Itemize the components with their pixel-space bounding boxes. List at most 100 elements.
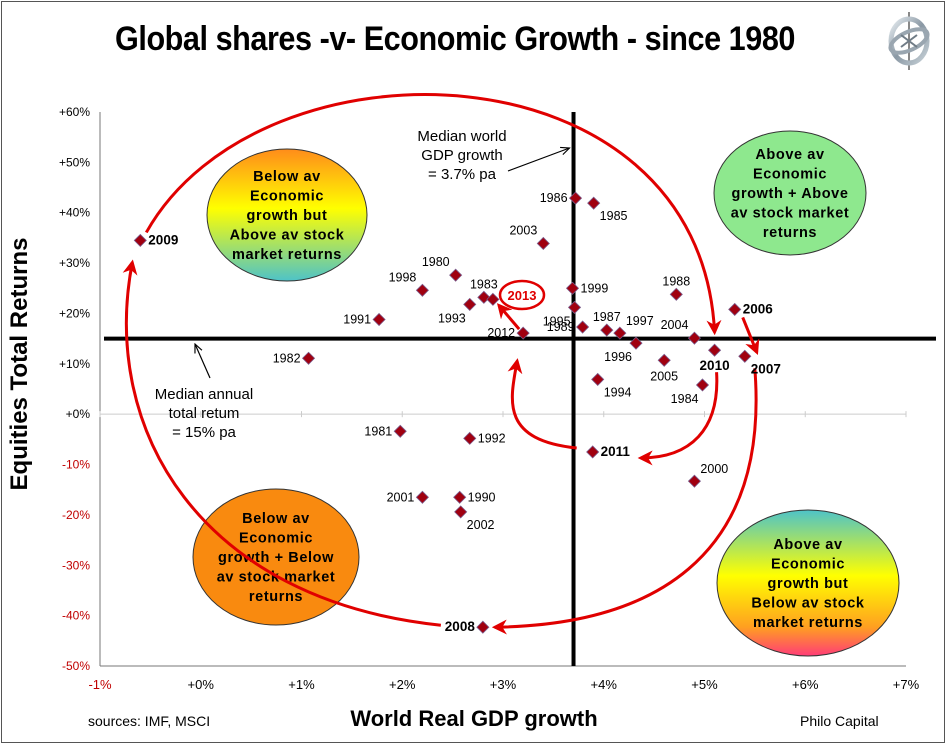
y-tick-label: +60%	[59, 105, 90, 119]
data-point-2013	[486, 292, 500, 306]
data-point-1999	[565, 281, 580, 295]
point-label-1981: 1981	[364, 424, 392, 438]
data-point-2004	[687, 331, 701, 345]
quadrant-bubble-text: Economic	[771, 557, 845, 573]
data-point-1986	[568, 191, 583, 205]
data-point-1988	[669, 287, 683, 301]
point-label-2008: 2008	[445, 619, 476, 634]
point-label-1986: 1986	[540, 191, 568, 205]
median-return-annotation-arrow	[195, 344, 211, 379]
sources-note: sources: IMF, MSCI	[88, 713, 211, 729]
gyroscope-logo-icon	[888, 12, 930, 70]
point-label-2010: 2010	[700, 358, 730, 373]
point-label-2007: 2007	[751, 361, 781, 376]
x-tick-label: +5%	[691, 677, 718, 692]
y-axis-label: Equities Total Returns	[6, 237, 33, 491]
data-point-2005	[657, 353, 671, 367]
annotation-median-return: Median annual	[155, 386, 253, 403]
highlight-circle-2013	[498, 279, 546, 311]
data-point-1992	[463, 431, 477, 445]
arrow-2009-to-2010	[144, 93, 722, 336]
quadrant-bubble-text: Below av stock	[751, 596, 864, 612]
point-label-1982: 1982	[273, 351, 301, 365]
quadrant-bubble-text: av stock market	[217, 570, 336, 586]
point-label-2012: 2012	[487, 326, 515, 340]
y-tick-label: +0%	[66, 407, 91, 421]
data-point-2009	[133, 233, 147, 247]
y-tick-label: +50%	[59, 155, 90, 169]
y-tick-label: +40%	[59, 206, 90, 220]
quadrant-bubble-text: Economic	[239, 531, 313, 547]
point-label-1983: 1983	[470, 277, 498, 291]
arrow-2010-to-2011	[637, 372, 719, 466]
y-tick-label: -40%	[62, 609, 90, 623]
x-tick-label: +4%	[591, 677, 618, 692]
quadrant-bubble-text: Above av	[773, 537, 842, 553]
x-tick-label: +7%	[893, 677, 920, 692]
data-point-1990	[453, 490, 467, 504]
data-point-2006	[728, 302, 742, 316]
point-label-1998: 1998	[389, 270, 417, 284]
data-point-2007	[738, 349, 752, 363]
x-tick-label: -1%	[88, 677, 112, 692]
data-point-1991	[372, 312, 386, 327]
credit-note: Philo Capital	[800, 713, 879, 729]
data-point-1998	[415, 283, 429, 297]
data-point-1989	[576, 320, 590, 334]
data-point-2011	[586, 445, 600, 459]
annotation-median-return: total retum	[169, 405, 240, 422]
point-label-2011: 2011	[601, 444, 631, 459]
data-point-2010	[708, 343, 722, 357]
y-tick-label: -10%	[62, 458, 90, 472]
point-label-2005: 2005	[650, 369, 678, 383]
quadrant-bubble-text: growth but	[768, 576, 849, 592]
point-label-1999: 1999	[581, 281, 609, 295]
data-point-1997	[613, 326, 627, 340]
quadrant-bubble-top-left	[206, 148, 368, 282]
y-tick-label: +20%	[59, 306, 90, 320]
arrow-2007-to-2008	[491, 368, 758, 635]
point-label-1990: 1990	[468, 490, 496, 504]
quadrant-bubble-text: returns	[763, 225, 817, 241]
data-point-1995	[567, 300, 582, 314]
quadrant-bubble-text: Above av	[755, 147, 824, 163]
quadrant-bubble-text: Below av	[253, 169, 321, 185]
quadrant-bubble-text: Below av	[242, 511, 310, 527]
y-tick-label: -50%	[62, 659, 90, 673]
point-label-1989: 1989	[547, 320, 575, 334]
point-label-1984: 1984	[671, 392, 699, 406]
point-label-1996: 1996	[604, 350, 632, 364]
x-tick-label: +0%	[188, 677, 215, 692]
annotation-median-gdp: GDP growth	[421, 147, 502, 164]
data-point-1994	[591, 372, 605, 386]
quadrant-bubble-text: Above av stock	[230, 228, 345, 244]
y-tick-label: -20%	[62, 508, 90, 522]
data-point-1980	[449, 268, 463, 282]
annotation-median-gdp: Median world	[417, 128, 506, 145]
data-point-1993	[463, 297, 477, 311]
data-point-1987	[600, 323, 614, 337]
point-label-1997: 1997	[626, 314, 654, 328]
quadrant-bubble-bottom-right	[716, 509, 900, 657]
y-tick-label: +30%	[59, 256, 90, 270]
data-point-2001	[415, 490, 429, 504]
quadrant-bubble-top-right	[713, 130, 867, 256]
point-label-1994: 1994	[604, 385, 632, 399]
point-label-2000: 2000	[700, 462, 728, 476]
y-tick-label: +10%	[59, 357, 90, 371]
data-point-2002	[454, 505, 468, 519]
point-label-1995: 1995	[543, 314, 571, 328]
median-gdp-annotation-arrow	[507, 148, 570, 172]
point-label-2004: 2004	[661, 318, 689, 332]
data-point-2012	[516, 326, 530, 340]
point-label-2002: 2002	[467, 518, 495, 532]
x-tick-label: +6%	[792, 677, 819, 692]
quadrant-bubble-text: growth but	[247, 208, 328, 224]
x-axis-label: World Real GDP growth	[350, 706, 598, 731]
arrow-2011-to-2012	[507, 358, 577, 450]
highlight-label-2013: 2013	[508, 288, 537, 303]
data-point-1983	[477, 290, 491, 304]
point-label-2001: 2001	[387, 490, 415, 504]
arrow-2008-to-2009	[122, 259, 442, 627]
